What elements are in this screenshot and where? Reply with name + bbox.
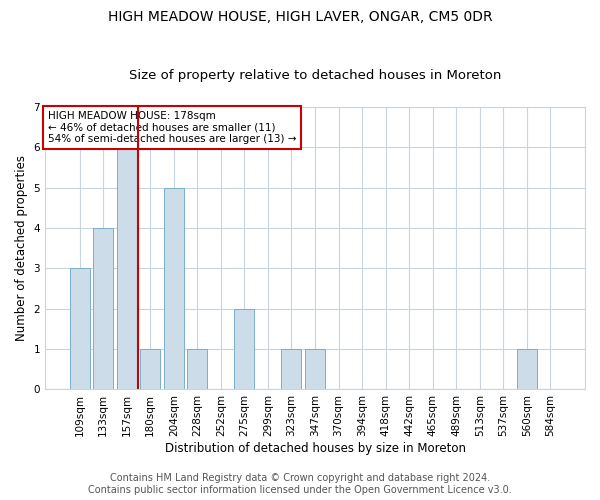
Bar (116, 147, 137, 390)
Text: HIGH MEADOW HOUSE, HIGH LAVER, ONGAR, CM5 0DR: HIGH MEADOW HOUSE, HIGH LAVER, ONGAR, CM… (107, 10, 493, 24)
Text: HIGH MEADOW HOUSE: 178sqm
← 46% of detached houses are smaller (11)
54% of semi-: HIGH MEADOW HOUSE: 178sqm ← 46% of detac… (48, 111, 296, 144)
Text: Contains HM Land Registry data © Crown copyright and database right 2024.
Contai: Contains HM Land Registry data © Crown c… (88, 474, 512, 495)
Bar (187, 349, 208, 390)
Y-axis label: Number of detached properties: Number of detached properties (15, 155, 28, 341)
Bar (281, 349, 301, 390)
Title: Size of property relative to detached houses in Moreton: Size of property relative to detached ho… (129, 69, 501, 82)
Bar (235, 308, 254, 390)
X-axis label: Distribution of detached houses by size in Moreton: Distribution of detached houses by size … (164, 442, 466, 455)
Bar (517, 349, 537, 390)
Bar (70, 268, 89, 390)
Bar (93, 228, 113, 390)
Bar (305, 349, 325, 390)
Bar (140, 349, 160, 390)
Bar (164, 188, 184, 390)
